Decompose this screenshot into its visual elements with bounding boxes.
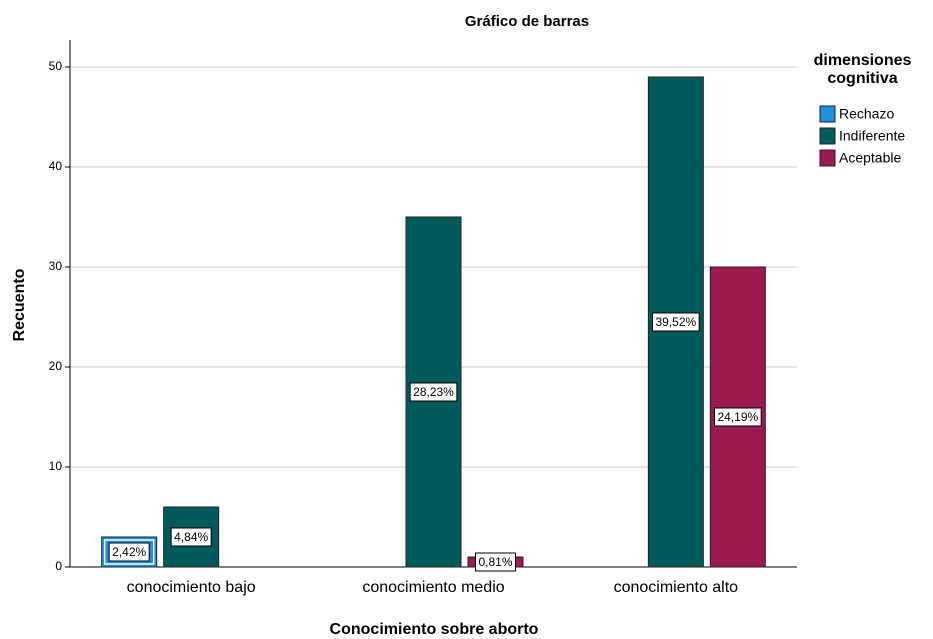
y-tick-label: 50 <box>49 59 63 73</box>
bar-outline <box>103 539 155 565</box>
data-label: 4,84% <box>174 530 208 544</box>
legend-label: Indiferente <box>839 128 905 144</box>
legend-label: Aceptable <box>839 150 901 166</box>
y-axis-title: Recuento <box>11 268 28 341</box>
data-label-box <box>474 552 517 572</box>
data-label-box <box>409 382 458 402</box>
data-label: 28,23% <box>413 385 454 399</box>
chart-title: Gráfico de barras <box>465 13 589 30</box>
data-label: 2,42% <box>112 545 146 559</box>
x-tick-label: conocimiento medio <box>362 579 504 596</box>
data-label-box <box>651 312 700 332</box>
data-label: 24,19% <box>717 410 758 424</box>
data-label-box <box>170 527 212 547</box>
legend-label: Rechazo <box>839 106 894 122</box>
x-tick-label: conocimiento bajo <box>127 579 256 596</box>
legend-swatch <box>819 127 836 145</box>
y-tick-label: 40 <box>49 159 63 173</box>
y-tick-label: 30 <box>49 259 63 273</box>
data-label: 39,52% <box>655 315 696 329</box>
data-label-box <box>108 542 150 562</box>
legend-swatch <box>819 149 836 167</box>
data-label-box <box>713 407 762 427</box>
y-tick-label: 20 <box>49 359 63 373</box>
data-label: 0,81% <box>478 555 512 569</box>
x-tick-label: conocimiento alto <box>614 579 739 596</box>
y-tick-label: 10 <box>49 459 63 473</box>
x-axis-title: Conocimiento sobre aborto <box>330 621 539 638</box>
y-tick-label: 0 <box>55 559 62 573</box>
legend-title: dimensiones cognitiva <box>813 52 912 87</box>
legend-swatch <box>819 105 836 123</box>
